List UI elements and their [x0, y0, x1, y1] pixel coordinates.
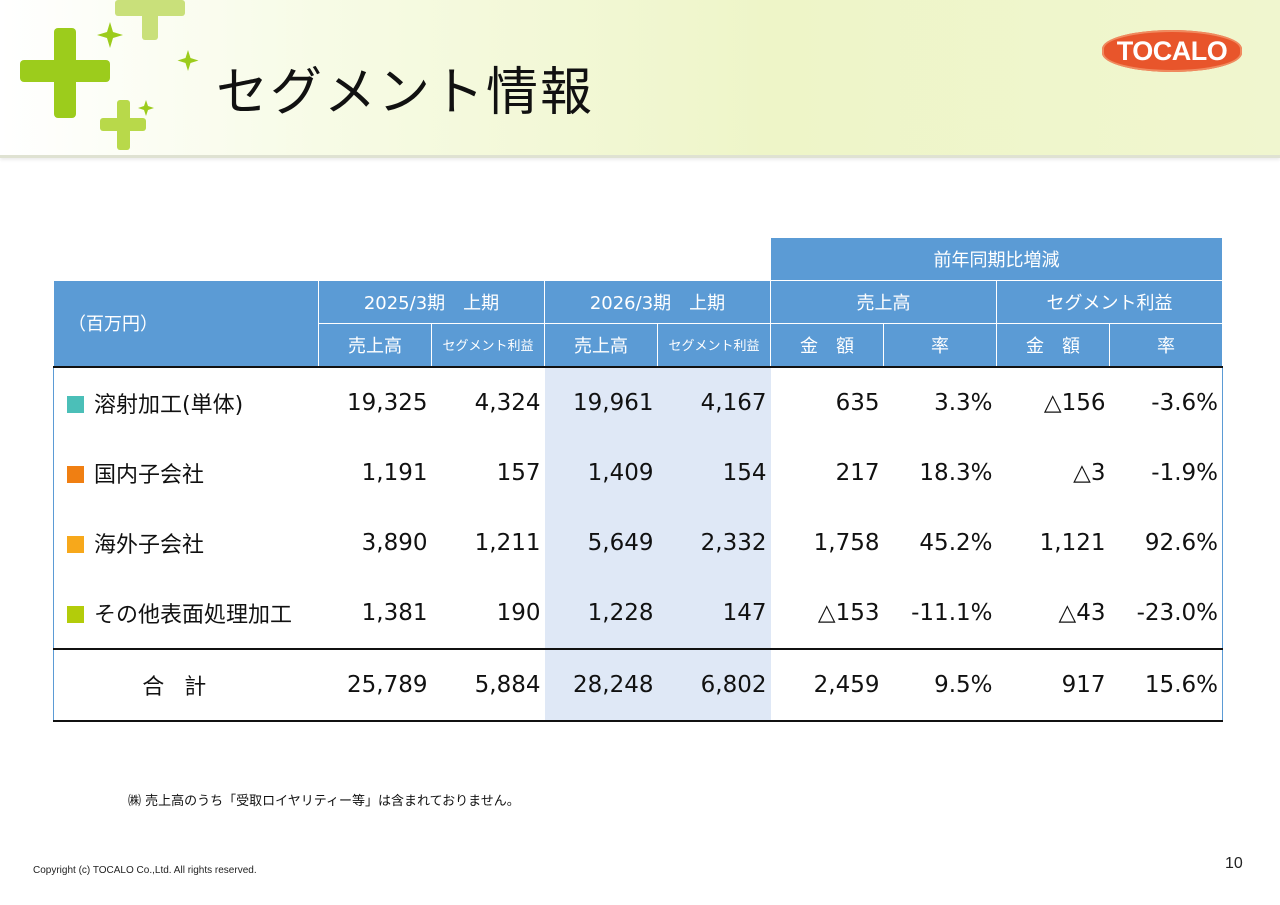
table-row: 溶射加工(単体) 19,325 4,324 19,961 4,167 635 3.3% △15…	[53, 365, 1223, 438]
page-number: 10	[1225, 855, 1243, 872]
yoy-sales-header: 売上高	[770, 280, 997, 324]
table-cell: -23.0%	[1109, 577, 1223, 649]
yoy-sales-amount-subheader: 金 額	[770, 323, 884, 367]
table-cell: △3	[1073, 459, 1106, 486]
table-cell: 25,789	[318, 647, 432, 722]
table-cell: 2,332	[657, 507, 771, 578]
table-cell: 5,884	[431, 647, 545, 722]
prev-profit-subheader: セグメント利益	[431, 323, 545, 367]
footnote: ㈱ 売上高のうち「受取ロイヤリティー等」は含まれておりません。	[128, 794, 520, 809]
row-name: 海外子会社	[94, 532, 205, 558]
table-cell: 1,121	[1039, 529, 1106, 556]
yoy-sales-rate-subheader: 率	[883, 323, 997, 367]
table-cell: -3.6%	[1109, 365, 1223, 438]
legend-square-icon	[67, 535, 84, 553]
period-prev-header: 2025/3期 上期	[318, 280, 545, 324]
table-cell: 1,381	[361, 599, 428, 626]
table-cell: 4,167	[657, 365, 771, 438]
table-cell: 2,459	[770, 647, 884, 722]
table-cell: 28,248	[544, 647, 658, 722]
table-cell: 6,802	[657, 647, 771, 722]
row-label: 海外子会社	[53, 507, 319, 578]
table-cell: 190	[496, 599, 541, 626]
sparkle-decoration-icon	[20, 0, 199, 150]
row-label: 溶射加工(単体)	[53, 365, 319, 438]
table-cell: 147	[657, 577, 771, 649]
row-label: 合計	[53, 647, 319, 722]
table-cell: △153	[817, 599, 880, 626]
legend-square-icon	[67, 465, 84, 483]
table-cell: 18.3%	[919, 459, 993, 486]
table-row: 海外子会社 3,890 1,211 5,649 2,332 1,758 45.2% 1,121…	[53, 507, 1223, 578]
legend-square-icon	[67, 395, 84, 413]
table-cell: 5,649	[544, 507, 658, 578]
header-banner: セグメント情報 TOCALO	[0, 0, 1280, 158]
table-cell: 154	[657, 437, 771, 508]
row-name: その他表面処理加工	[94, 602, 293, 628]
table-cell: 92.6%	[1109, 507, 1223, 578]
row-name: 合計	[142, 674, 227, 700]
table-row: 国内子会社 1,191 157 1,409 154 217 18.3% △3 -1.9%	[53, 437, 1223, 508]
table-cell: 3,890	[361, 529, 428, 556]
table-cell: 3.3%	[883, 365, 997, 438]
curr-sales-subheader: 売上高	[544, 323, 658, 367]
table-cell: 19,325	[318, 365, 432, 438]
curr-profit-subheader: セグメント利益	[657, 323, 771, 367]
table-cell: 19,961	[544, 365, 658, 438]
table-cell: 217	[835, 459, 880, 486]
total-row: 合計 25,789 5,884 28,248 6,802 2,459 9.5% 917 15.6…	[53, 647, 1223, 722]
table-cell: 635	[770, 365, 884, 438]
table-cell: -11.1%	[911, 599, 993, 626]
row-name: 国内子会社	[94, 462, 205, 488]
yoy-profit-header: セグメント利益	[996, 280, 1223, 324]
unit-label: （百万円）	[53, 280, 319, 367]
table-cell: 1,758	[813, 529, 880, 556]
row-label: その他表面処理加工	[53, 577, 319, 649]
table-cell: 1,211	[474, 529, 541, 556]
segment-table: 前年同期比増減 （百万円） 2025/3期 上期 2026/3期 上期 売上高 …	[53, 237, 1223, 722]
legend-square-icon	[67, 605, 84, 623]
yoy-group-header: 前年同期比増減	[770, 237, 1223, 281]
table-cell: 1,191	[361, 459, 428, 486]
row-label: 国内子会社	[53, 437, 319, 508]
prev-sales-subheader: 売上高	[318, 323, 432, 367]
table-cell: -1.9%	[1109, 437, 1223, 508]
table-cell: 1,409	[544, 437, 658, 508]
table-cell: 15.6%	[1109, 647, 1223, 722]
row-name: 溶射加工(単体)	[94, 392, 244, 418]
yoy-profit-rate-subheader: 率	[1109, 323, 1223, 367]
table-cell: 4,324	[431, 365, 545, 438]
copyright: Copyright (c) TOCALO Co.,Ltd. All rights…	[33, 865, 257, 876]
page-title: セグメント情報	[216, 63, 595, 123]
table-cell: 157	[496, 459, 541, 486]
yoy-profit-amount-subheader: 金 額	[996, 323, 1110, 367]
table-row: その他表面処理加工 1,381 190 1,228 147 △153 -11.1% △43 -2…	[53, 577, 1223, 649]
period-curr-header: 2026/3期 上期	[544, 280, 771, 324]
table-cell: 9.5%	[883, 647, 997, 722]
table-cell: △43	[1058, 599, 1106, 626]
table-cell: 1,228	[544, 577, 658, 649]
table-cell: △156	[996, 365, 1110, 438]
tocalo-logo: TOCALO	[1102, 30, 1242, 72]
table-cell: 917	[996, 647, 1110, 722]
table-cell: 45.2%	[919, 529, 993, 556]
